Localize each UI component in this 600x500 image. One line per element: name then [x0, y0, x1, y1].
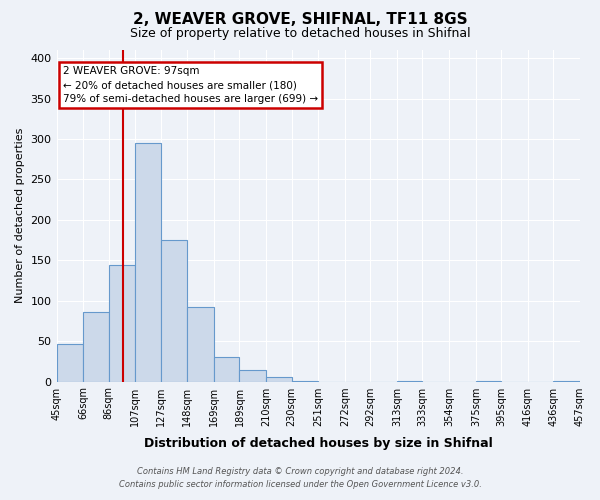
Bar — [83, 312, 109, 382]
Text: Contains HM Land Registry data © Crown copyright and database right 2024.
Contai: Contains HM Land Registry data © Crown c… — [119, 468, 481, 489]
Bar — [187, 307, 214, 382]
Text: Size of property relative to detached houses in Shifnal: Size of property relative to detached ho… — [130, 28, 470, 40]
Bar — [214, 358, 239, 382]
Bar — [136, 143, 161, 382]
Text: 2 WEAVER GROVE: 97sqm
← 20% of detached houses are smaller (180)
79% of semi-det: 2 WEAVER GROVE: 97sqm ← 20% of detached … — [63, 66, 318, 104]
Bar — [109, 265, 136, 382]
Bar — [56, 344, 83, 382]
Bar — [292, 380, 318, 382]
Bar — [266, 378, 292, 382]
X-axis label: Distribution of detached houses by size in Shifnal: Distribution of detached houses by size … — [144, 437, 493, 450]
Y-axis label: Number of detached properties: Number of detached properties — [15, 128, 25, 304]
Bar — [553, 380, 580, 382]
Bar — [397, 380, 422, 382]
Bar — [239, 370, 266, 382]
Bar — [476, 380, 501, 382]
Bar — [161, 240, 187, 382]
Text: 2, WEAVER GROVE, SHIFNAL, TF11 8GS: 2, WEAVER GROVE, SHIFNAL, TF11 8GS — [133, 12, 467, 28]
